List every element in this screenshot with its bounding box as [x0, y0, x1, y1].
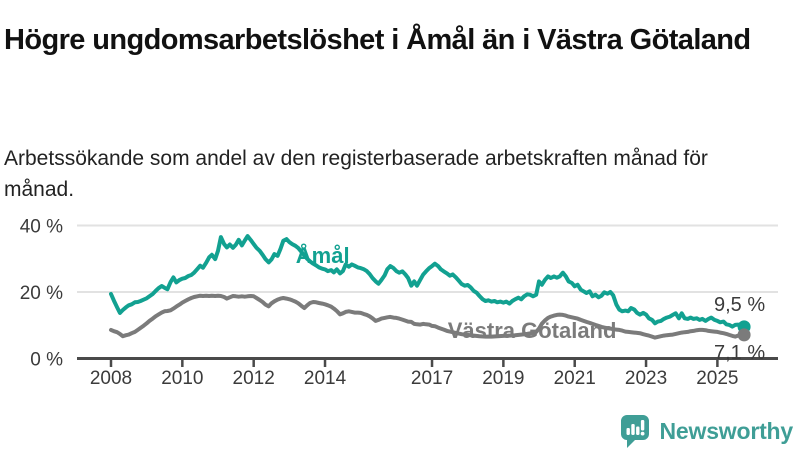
- newsworthy-logo-text: Newsworthy: [659, 417, 794, 444]
- x-axis-tick-label: 2025: [696, 368, 738, 389]
- exclamation-dot: [640, 431, 645, 435]
- vastra-gotaland-end-value-label: 7,1 %: [714, 342, 765, 364]
- y-axis-label: 20 %: [20, 283, 63, 304]
- x-axis-tick-label: 2017: [411, 368, 453, 389]
- x-axis-tick-label: 2023: [625, 368, 667, 389]
- newsworthy-logo-icon: [620, 414, 649, 448]
- y-axis-label: 40 %: [20, 217, 63, 238]
- amal-end-value-label: 9,5 %: [714, 294, 765, 316]
- x-axis-tick-label: 2010: [161, 368, 203, 389]
- vastra-gotaland-end-dot: [737, 328, 751, 342]
- amal-line: [109, 234, 747, 329]
- y-axis-label: 0 %: [30, 350, 63, 371]
- bar-chart-glyph: [626, 419, 645, 435]
- x-axis-tick-label: 2012: [233, 368, 275, 389]
- vastra-gotaland-series-label: Västra Götaland: [448, 318, 617, 343]
- chart-subtitle: Arbetssökande som andel av den registerb…: [4, 147, 708, 201]
- exclamation-bar: [640, 419, 644, 430]
- speech-bubble-shape: [620, 414, 649, 448]
- newsworthy-logo: Newsworthy: [620, 413, 793, 449]
- page-title: Högre ungdomsarbetslöshet i Åmål än i Vä…: [4, 24, 751, 57]
- vastra-gotaland-line: [109, 293, 747, 340]
- amal-series-label: Åmål: [296, 242, 350, 268]
- x-axis-tick-label: 2021: [554, 368, 596, 389]
- x-axis-tick-label: 2008: [90, 368, 132, 389]
- x-axis-tick-label: 2014: [304, 368, 347, 389]
- x-axis-tick-label: 2019: [482, 368, 524, 389]
